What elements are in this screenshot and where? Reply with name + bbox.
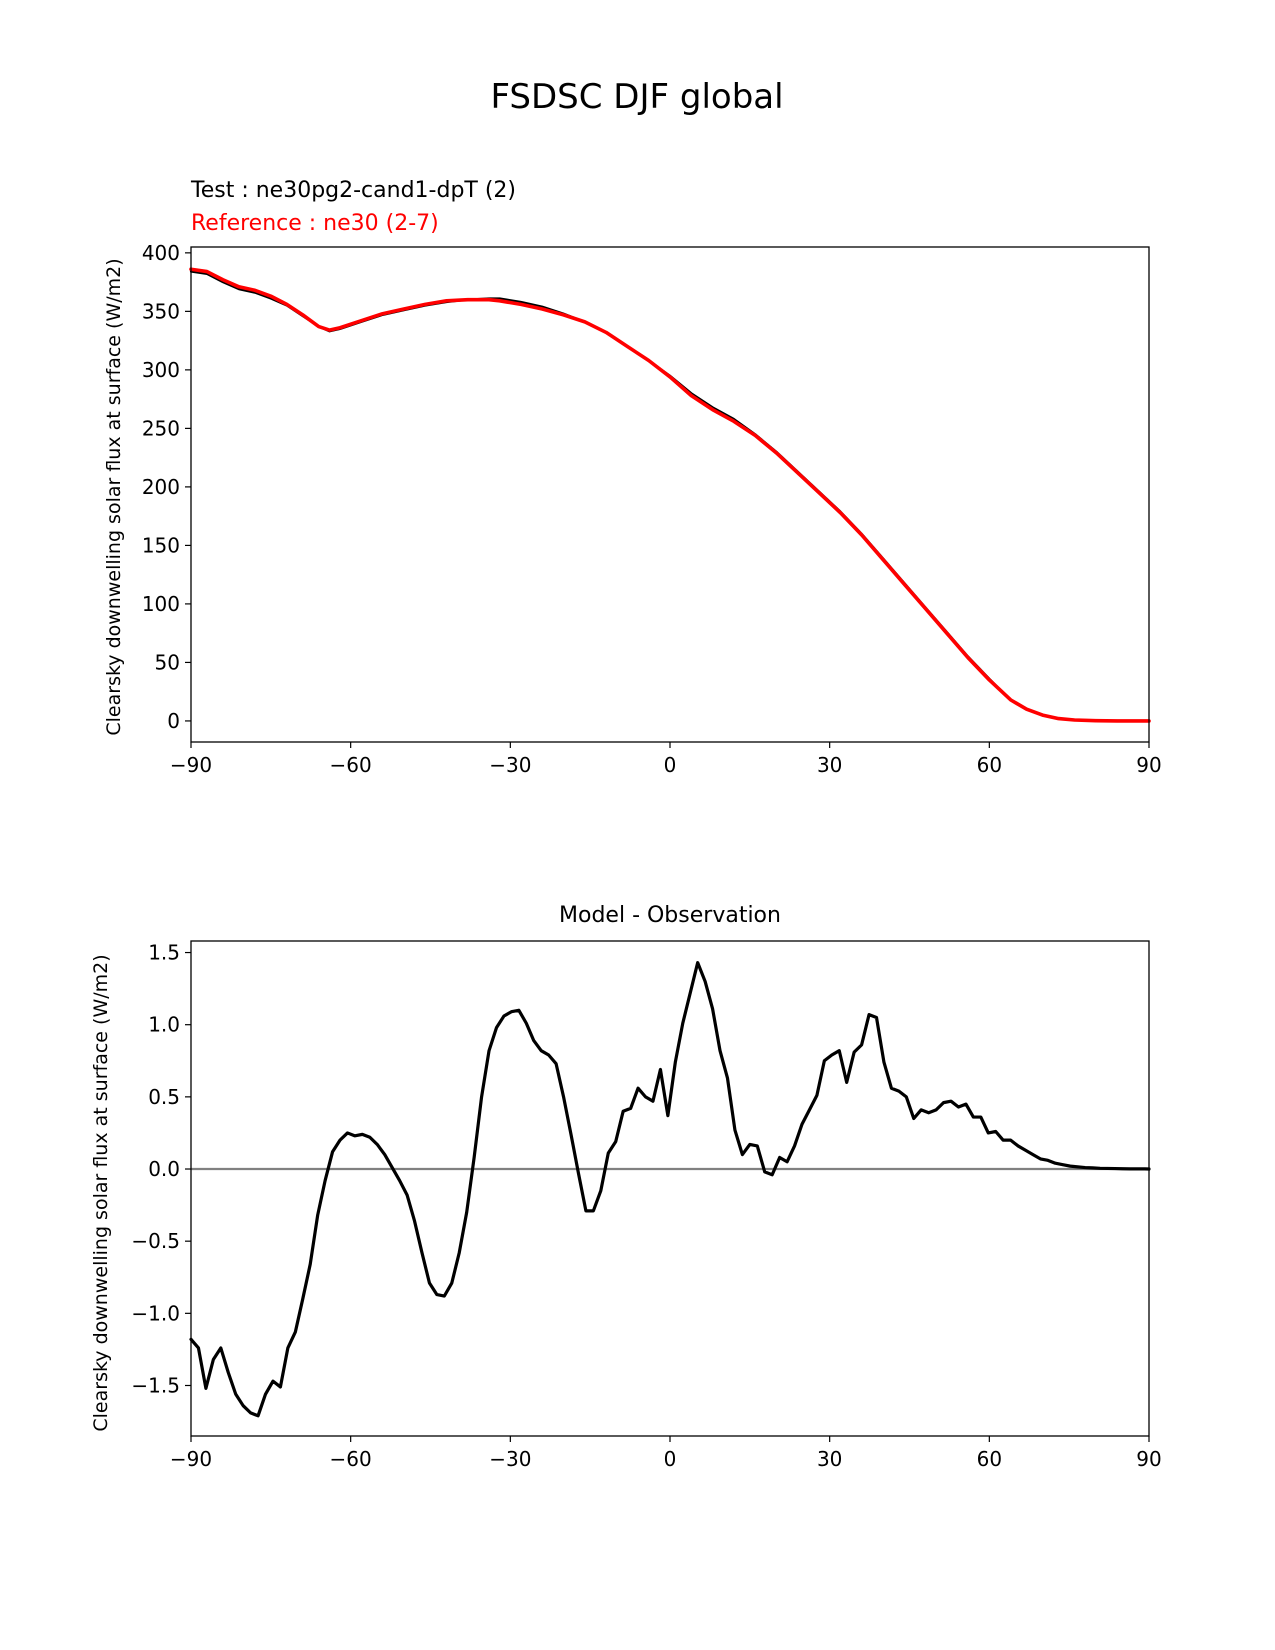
- top-panel: Test : ne30pg2-cand1-dpT (2) Reference :…: [103, 178, 1162, 777]
- top-y-tick-label: 250: [142, 416, 180, 440]
- bottom-y-tick-label: 0.5: [148, 1085, 180, 1109]
- figure-title: FSDSC DJF global: [490, 77, 783, 117]
- bottom-y-tick-label: 1.0: [148, 1013, 180, 1037]
- top-y-tick-label: 50: [155, 650, 180, 674]
- bottom-x-tick-label: 60: [977, 1447, 1002, 1471]
- bottom-y-tick-label: −0.5: [131, 1229, 180, 1253]
- top-x-tick-label: 30: [817, 753, 842, 777]
- top-x-tick-label: 90: [1136, 753, 1161, 777]
- bottom-y-tick-label: −1.0: [131, 1301, 180, 1325]
- top-x-tick-label: −90: [170, 753, 212, 777]
- top-x-tick-label: 0: [664, 753, 677, 777]
- bottom-x-tick-label: −30: [489, 1447, 531, 1471]
- top-y-axis-label: Clearsky downwelling solar flux at surfa…: [103, 258, 125, 735]
- bottom-y-tick-label: −1.5: [131, 1373, 180, 1397]
- top-x-tick-label: −60: [330, 753, 372, 777]
- top-y-tick-label: 0: [167, 709, 180, 733]
- legend-reference: Reference : ne30 (2-7): [191, 211, 439, 236]
- top-y-tick-label: 150: [142, 533, 180, 557]
- bottom-panel-title: Model - Observation: [559, 903, 781, 928]
- bottom-x-tick-label: 30: [817, 1447, 842, 1471]
- top-plot-area: −90 −60 −30 0 30 60 90 0 50 100 150 200 250 300 350 400: [142, 241, 1162, 777]
- bottom-y-axis-label: Clearsky downwelling solar flux at surfa…: [90, 954, 112, 1431]
- top-y-tick-label: 350: [142, 299, 180, 323]
- legend-test: Test : ne30pg2-cand1-dpT (2): [190, 178, 516, 203]
- bottom-x-tick-label: 90: [1136, 1447, 1161, 1471]
- top-y-tick-label: 400: [142, 241, 180, 265]
- top-x-tick-label: −30: [489, 753, 531, 777]
- bottom-panel: Model - Observation Clearsky downwelling…: [90, 903, 1162, 1471]
- difference-series-line: [189, 961, 1151, 1418]
- top-y-tick-label: 300: [142, 358, 180, 382]
- bottom-x-tick-label: 0: [664, 1447, 677, 1471]
- bottom-y-tick-label: 0.0: [148, 1157, 180, 1181]
- top-y-tick-label: 100: [142, 592, 180, 616]
- bottom-y-tick-label: 1.5: [148, 941, 180, 965]
- reference-series-line: [189, 267, 1151, 723]
- top-y-tick-label: 200: [142, 475, 180, 499]
- bottom-x-tick-label: −90: [170, 1447, 212, 1471]
- bottom-plot-area: −90 −60 −30 0 30 60 90 −1.5 −1.0 −0.5 0.0 0.5 1.0 1.5: [131, 940, 1162, 1471]
- bottom-x-tick-label: −60: [330, 1447, 372, 1471]
- top-x-tick-label: 60: [977, 753, 1002, 777]
